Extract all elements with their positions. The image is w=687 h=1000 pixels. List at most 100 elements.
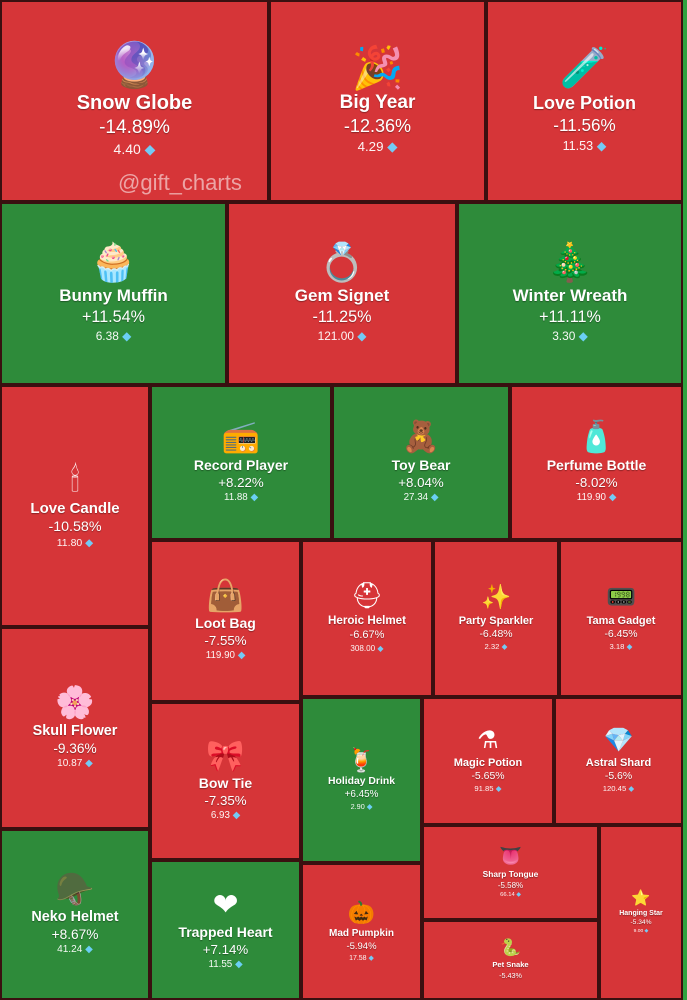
tile-tama-gadget[interactable]: 📟 Tama Gadget -6.45% 3.18 ◆ — [559, 540, 683, 697]
tile-love-candle[interactable]: 🕯 Love Candle -10.58% 11.80 ◆ — [0, 385, 150, 627]
tile-name: Tama Gadget — [586, 614, 656, 627]
tile-change: -6.48% — [479, 628, 513, 640]
gem-icon: ◆ — [514, 892, 521, 899]
tile-loot-bag[interactable]: 👜 Loot Bag -7.55% 119.90 ◆ — [150, 540, 301, 702]
tile-mad-pumpkin[interactable]: 🎃 Mad Pumpkin -5.94% 17.58 ◆ — [301, 863, 422, 1000]
tile-party-sparkler[interactable]: ✨ Party Sparkler -6.48% 2.32 ◆ — [433, 540, 559, 697]
tile-name: Toy Bear — [391, 456, 451, 473]
gem-icon: ◆ — [82, 757, 93, 769]
gem-icon: ◆ — [375, 643, 384, 653]
tile-name: Hanging Star — [619, 910, 663, 918]
tile-trapped-heart[interactable]: ❤ Trapped Heart +7.14% 11.55 ◆ — [150, 860, 301, 1000]
tile-change: -11.56% — [553, 115, 616, 135]
tile-change: -8.02% — [575, 474, 618, 490]
tile-name: Heroic Helmet — [328, 613, 406, 627]
tile-change: -5.94% — [346, 940, 377, 952]
tile-name: Love Potion — [533, 92, 636, 113]
tile-love-potion[interactable]: 🧪 Love Potion -11.56% 11.53 ◆ — [486, 0, 683, 202]
tile-winter-wreath[interactable]: 🎄 Winter Wreath +11.11% 3.30 ◆ — [457, 202, 683, 385]
tile-name: Trapped Heart — [178, 924, 273, 941]
tile-heroic-helmet[interactable]: ⛑ Heroic Helmet -6.67% 308.00 ◆ — [301, 540, 433, 697]
bunny-muffin-icon: 🧁 — [90, 241, 137, 284]
tile-name: Perfume Bottle — [546, 456, 647, 473]
tile-change: +7.14% — [202, 942, 249, 958]
love-candle-icon: 🕯 — [70, 461, 80, 498]
holiday-drink-icon: 🍹 — [347, 747, 376, 774]
tile-name: Mad Pumpkin — [328, 927, 394, 939]
tile-name: Big Year — [339, 92, 416, 114]
tile-perfume-bottle[interactable]: 🧴 Perfume Bottle -8.02% 119.90 ◆ — [510, 385, 683, 540]
tile-price: 6.93 — [210, 810, 230, 822]
gem-icon: ◆ — [234, 650, 246, 662]
skull-flower-icon: 🌸 — [55, 684, 95, 721]
tile-name: Loot Bag — [195, 615, 256, 632]
tile-toy-bear[interactable]: 🧸 Toy Bear +8.04% 27.34 ◆ — [332, 385, 510, 540]
tile-magic-potion[interactable]: ⚗ Magic Potion -5.65% 91.85 ◆ — [422, 697, 554, 825]
tile-price: 91.85 — [474, 784, 494, 794]
gem-icon: ◆ — [229, 810, 241, 822]
tile-change: -5.6% — [604, 771, 633, 783]
tile-sharp-tongue[interactable]: 👅 Sharp Tongue -5.58% 66.14 ◆ — [422, 825, 599, 920]
hanging-star-icon: ⭐ — [631, 889, 651, 907]
tile-price: 10.87 — [57, 757, 83, 769]
tama-gadget-icon: 📟 — [605, 584, 637, 612]
tile-name: Skull Flower — [32, 722, 118, 739]
tile-bunny-muffin[interactable]: 🧁 Bunny Muffin +11.54% 6.38 ◆ — [0, 202, 227, 385]
tile-change: -14.89% — [99, 117, 170, 138]
tile-name: Bow Tie — [198, 775, 253, 792]
tile-hanging-star[interactable]: ⭐ Hanging Star -5.34% 9.00 ◆ — [599, 825, 683, 1000]
tile-price: 11.53 — [562, 138, 594, 153]
tile-change: +8.22% — [218, 474, 264, 490]
gem-icon: ◆ — [140, 141, 156, 157]
gem-icon: ◆ — [247, 491, 259, 503]
tile-price: 308.00 — [350, 643, 376, 653]
tile-name: Astral Shard — [585, 757, 652, 770]
tile-pet-snake[interactable]: 🐍 Pet Snake -5.43% — [422, 920, 599, 1000]
tile-name: Gem Signet — [294, 285, 390, 305]
tile-bow-tie[interactable]: 🎀 Bow Tie -7.35% 6.93 ◆ — [150, 702, 301, 860]
tile-price: 2.32 — [484, 641, 500, 651]
tile-change: -9.36% — [53, 740, 97, 756]
tile-change: +6.45% — [344, 788, 379, 800]
watermark: @gift_charts — [118, 170, 242, 195]
tile-price: 2.90 — [350, 801, 365, 811]
record-player-icon: 📻 — [221, 419, 261, 455]
tile-name: Holiday Drink — [328, 775, 395, 787]
winter-wreath-icon: 🎄 — [546, 241, 594, 284]
tile-price: 66.14 — [500, 892, 515, 899]
tile-change: -5.43% — [499, 971, 522, 981]
tile-price: 121.00 — [317, 328, 354, 343]
tile-gem-signet[interactable]: 💍 Gem Signet -11.25% 121.00 ◆ — [227, 202, 457, 385]
tile-big-year[interactable]: 🎉 Big Year -12.36% 4.29 ◆ — [269, 0, 486, 202]
tile-astral-shard[interactable]: 💎 Astral Shard -5.6% 120.45 ◆ — [554, 697, 683, 825]
tile-snow-globe[interactable]: 🔮 Snow Globe -14.89% 4.40 ◆ — [0, 0, 269, 202]
love-potion-icon: 🧪 — [559, 46, 610, 91]
tile-change: -6.45% — [604, 628, 638, 640]
gem-icon: ◆ — [353, 328, 367, 343]
tile-price: 3.18 — [609, 641, 625, 651]
tile-skull-flower[interactable]: 🌸 Skull Flower -9.36% 10.87 ◆ — [0, 627, 150, 829]
tile-holiday-drink[interactable]: 🍹 Holiday Drink +6.45% 2.90 ◆ — [301, 697, 422, 863]
tile-change: -6.67% — [349, 628, 385, 641]
tile-neko-helmet[interactable]: 🪖 Neko Helmet +8.67% 41.24 ◆ — [0, 829, 150, 1000]
gem-icon: ◆ — [605, 491, 617, 503]
tile-price: 9.00 — [633, 929, 644, 935]
tile-price: 3.30 — [552, 328, 576, 343]
snow-globe-icon: 🔮 — [107, 41, 162, 90]
tile-price: 11.80 — [56, 537, 83, 549]
tile-change: -5.65% — [471, 771, 505, 783]
tile-record-player[interactable]: 📻 Record Player +8.22% 11.88 ◆ — [150, 385, 332, 540]
tile-change: +11.54% — [82, 307, 145, 326]
gem-icon: ◆ — [493, 784, 502, 794]
big-year-icon: 🎉 — [351, 43, 404, 91]
tile-price: 6.38 — [95, 328, 119, 343]
gem-icon: ◆ — [593, 138, 607, 153]
sharp-tongue-icon: 👅 — [499, 844, 522, 866]
tile-change: -7.55% — [204, 633, 247, 649]
gem-icon: ◆ — [383, 139, 398, 155]
gem-icon: ◆ — [643, 929, 649, 935]
gem-icon: ◆ — [118, 328, 132, 343]
trapped-heart-icon: ❤ — [212, 886, 239, 922]
tile-change: -10.58% — [48, 519, 102, 535]
party-sparkler-icon: ✨ — [480, 584, 512, 612]
